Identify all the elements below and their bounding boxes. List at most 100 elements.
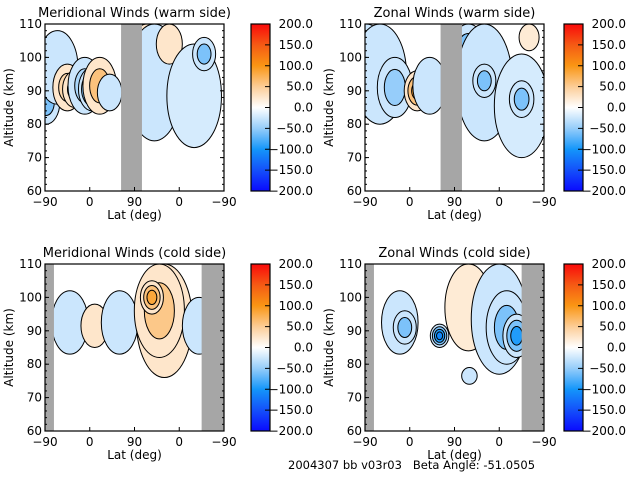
- colorbar-tick-label: −100.0: [582, 382, 626, 396]
- panel-1: 60 70 80 90 100 110 −90 0 90 0 −90 Lat (deg) Altitud…: [2, 6, 313, 222]
- y-tick-label: 80: [347, 117, 362, 131]
- colorbar-tick-label: 50.0: [599, 320, 626, 334]
- y-axis-label: Altitude (km): [322, 68, 336, 147]
- x-tick-label: 0: [86, 435, 94, 449]
- y-tick-label: 80: [347, 357, 362, 371]
- x-tick-label: −90: [531, 195, 556, 209]
- panel-2: 60 70 80 90 100 110 −90 0 90 0 −90 Lat (deg) Altitud…: [322, 6, 626, 222]
- x-tick-label: 0: [175, 435, 183, 449]
- colorbar-tick-label: −150.0: [269, 403, 313, 417]
- contour-region: [510, 326, 524, 346]
- colorbar-tick-label: −200.0: [269, 424, 313, 438]
- y-tick-label: 90: [27, 84, 42, 98]
- x-axis-label: Lat (deg): [427, 208, 482, 222]
- y-tick-label: 60: [27, 184, 42, 198]
- contour-region: [196, 43, 212, 65]
- colorbar-tick-label: −100.0: [269, 382, 313, 396]
- x-tick-label: −90: [352, 435, 377, 449]
- colorbar-tick-label: −200.0: [582, 184, 626, 198]
- colorbar-tick-label: 50.0: [599, 80, 626, 94]
- contour-region: [146, 289, 158, 306]
- y-axis-label: Altitude (km): [2, 308, 16, 387]
- x-axis-label: Lat (deg): [107, 208, 162, 222]
- contour-region: [100, 290, 139, 355]
- y-tick-label: 90: [347, 84, 362, 98]
- colorbar-tick-label: 0.0: [607, 341, 626, 355]
- y-tick-label: 100: [19, 50, 42, 64]
- colorbar-tick-label: −150.0: [269, 163, 313, 177]
- x-tick-label: 0: [86, 195, 94, 209]
- colorbar-tick-label: 100.0: [279, 299, 313, 313]
- x-tick-label: 90: [127, 195, 142, 209]
- y-tick-label: 90: [347, 324, 362, 338]
- y-tick-label: 70: [347, 391, 362, 405]
- colorbar-tick-label: −150.0: [582, 163, 626, 177]
- contour-region: [461, 367, 478, 385]
- panel-3: 60 70 80 90 100 110 −90 0 90 0 −90 Lat (deg) Altitud…: [2, 246, 313, 462]
- colorbar-tick-label: −200.0: [269, 184, 313, 198]
- colorbar-tick-label: −100.0: [582, 142, 626, 156]
- contour-region: [476, 70, 492, 92]
- y-axis-label: Altitude (km): [322, 308, 336, 387]
- colorbar-tick-label: 200.0: [592, 17, 626, 31]
- y-tick-label: 60: [27, 424, 42, 438]
- footer-annotation: 2004307 bb v03r03 Beta Angle: -51.0505: [288, 458, 535, 472]
- x-tick-label: 0: [406, 435, 414, 449]
- y-tick-label: 110: [339, 17, 362, 31]
- colorbar-tick-label: −200.0: [582, 424, 626, 438]
- y-tick-label: 80: [27, 357, 42, 371]
- y-tick-label: 70: [27, 151, 42, 165]
- y-tick-label: 60: [347, 424, 362, 438]
- x-tick-label: 0: [175, 195, 183, 209]
- panel-4: 60 70 80 90 100 110 −90 0 90 0 −90 Lat (deg) Altitud…: [322, 246, 626, 462]
- x-tick-label: 90: [447, 435, 462, 449]
- colorbar-tick-label: −50.0: [276, 361, 313, 375]
- x-tick-label: −90: [531, 435, 556, 449]
- colorbar-tick-label: 150.0: [592, 38, 626, 52]
- x-tick-label: 0: [406, 195, 414, 209]
- contour-region: [383, 68, 406, 106]
- y-tick-label: 100: [339, 50, 362, 64]
- chart-title: Zonal Winds (warm side): [374, 6, 536, 21]
- contour-region: [513, 87, 530, 111]
- x-tick-label: 90: [127, 435, 142, 449]
- colorbar-tick-label: 100.0: [279, 59, 313, 73]
- y-tick-label: 60: [347, 184, 362, 198]
- y-tick-label: 70: [347, 151, 362, 165]
- colorbar-tick-label: 100.0: [592, 299, 626, 313]
- colorbar-tick-label: 0.0: [294, 101, 313, 115]
- y-tick-label: 100: [19, 290, 42, 304]
- no-data-band: [45, 264, 54, 431]
- plot-area: [365, 24, 544, 191]
- x-tick-label: 0: [495, 435, 503, 449]
- x-tick-label: −90: [211, 435, 236, 449]
- colorbar-tick-label: 100.0: [592, 59, 626, 73]
- y-tick-label: 80: [27, 117, 42, 131]
- colorbar-tick-label: 50.0: [286, 80, 313, 94]
- colorbar-tick-label: −50.0: [276, 121, 313, 135]
- plot-area: [365, 264, 544, 431]
- colorbar-tick-label: 200.0: [279, 257, 313, 271]
- y-tick-label: 90: [27, 324, 42, 338]
- chart-title: Meridional Winds (warm side): [38, 6, 231, 21]
- colorbar-tick-label: 150.0: [279, 278, 313, 292]
- x-tick-label: −90: [32, 195, 57, 209]
- contour-region: [397, 316, 413, 338]
- y-tick-label: 110: [19, 257, 42, 271]
- x-axis-label: Lat (deg): [107, 448, 162, 462]
- colorbar-tick-label: −50.0: [589, 121, 626, 135]
- colorbar-tick-label: 0.0: [607, 101, 626, 115]
- no-data-band: [121, 24, 142, 191]
- y-tick-label: 70: [27, 391, 42, 405]
- x-tick-label: 0: [495, 195, 503, 209]
- footer-beta-angle-label: Beta Angle:: [412, 458, 480, 472]
- colorbar-tick-label: −100.0: [269, 142, 313, 156]
- no-data-band: [365, 264, 374, 431]
- x-tick-label: −90: [352, 195, 377, 209]
- no-data-band: [440, 24, 462, 191]
- y-tick-label: 100: [339, 290, 362, 304]
- y-tick-label: 110: [339, 257, 362, 271]
- x-tick-label: −90: [32, 435, 57, 449]
- y-axis-label: Altitude (km): [2, 68, 16, 147]
